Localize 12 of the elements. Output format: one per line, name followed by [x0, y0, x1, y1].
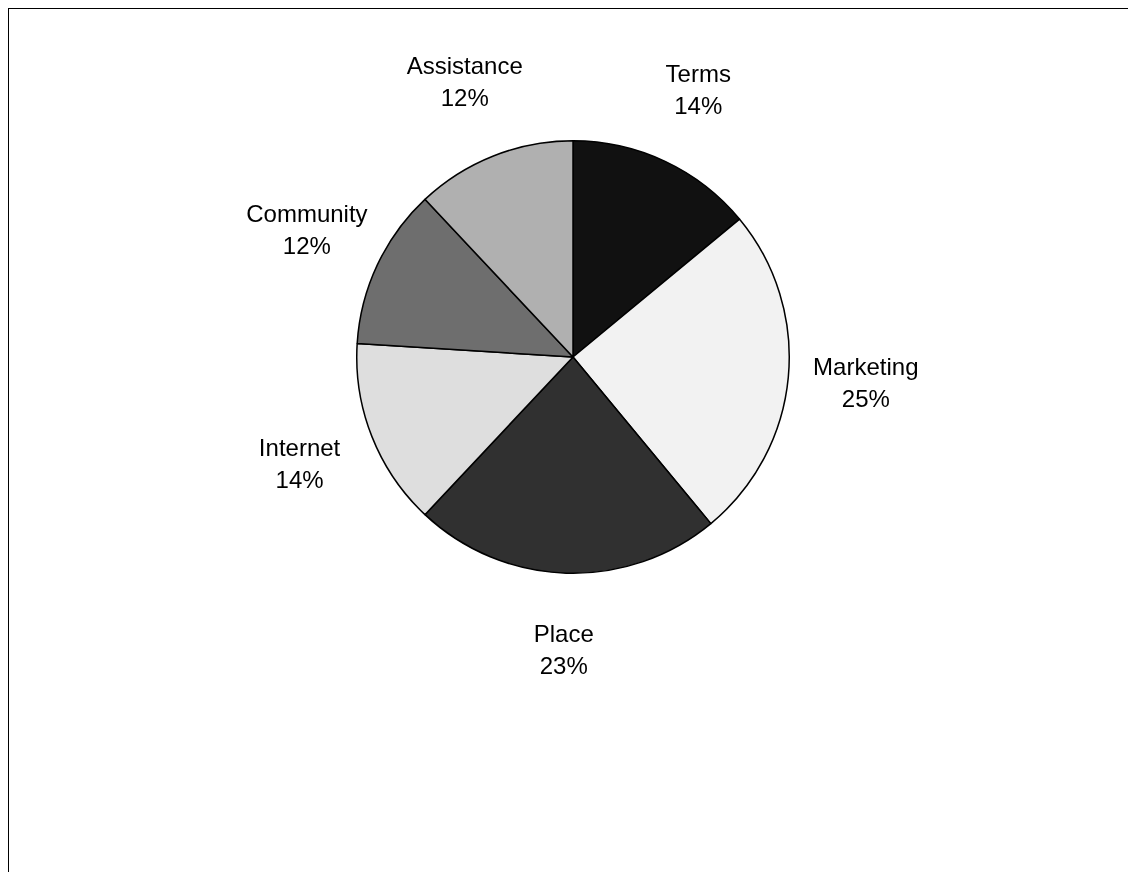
data-label: 12% — [440, 84, 489, 112]
data-label: 14% — [674, 91, 723, 119]
slice-label: Place — [533, 619, 594, 647]
slice-label: Assistance — [406, 52, 523, 80]
data-label: 23% — [539, 651, 588, 679]
slice-label: Community — [246, 200, 368, 228]
slice-label: Marketing — [813, 353, 919, 381]
slice-label: Terms — [665, 59, 731, 87]
slice-label: Internet — [258, 433, 341, 461]
data-label: 12% — [282, 232, 331, 260]
data-label: 14% — [275, 465, 324, 493]
data-label: 25% — [841, 385, 890, 413]
